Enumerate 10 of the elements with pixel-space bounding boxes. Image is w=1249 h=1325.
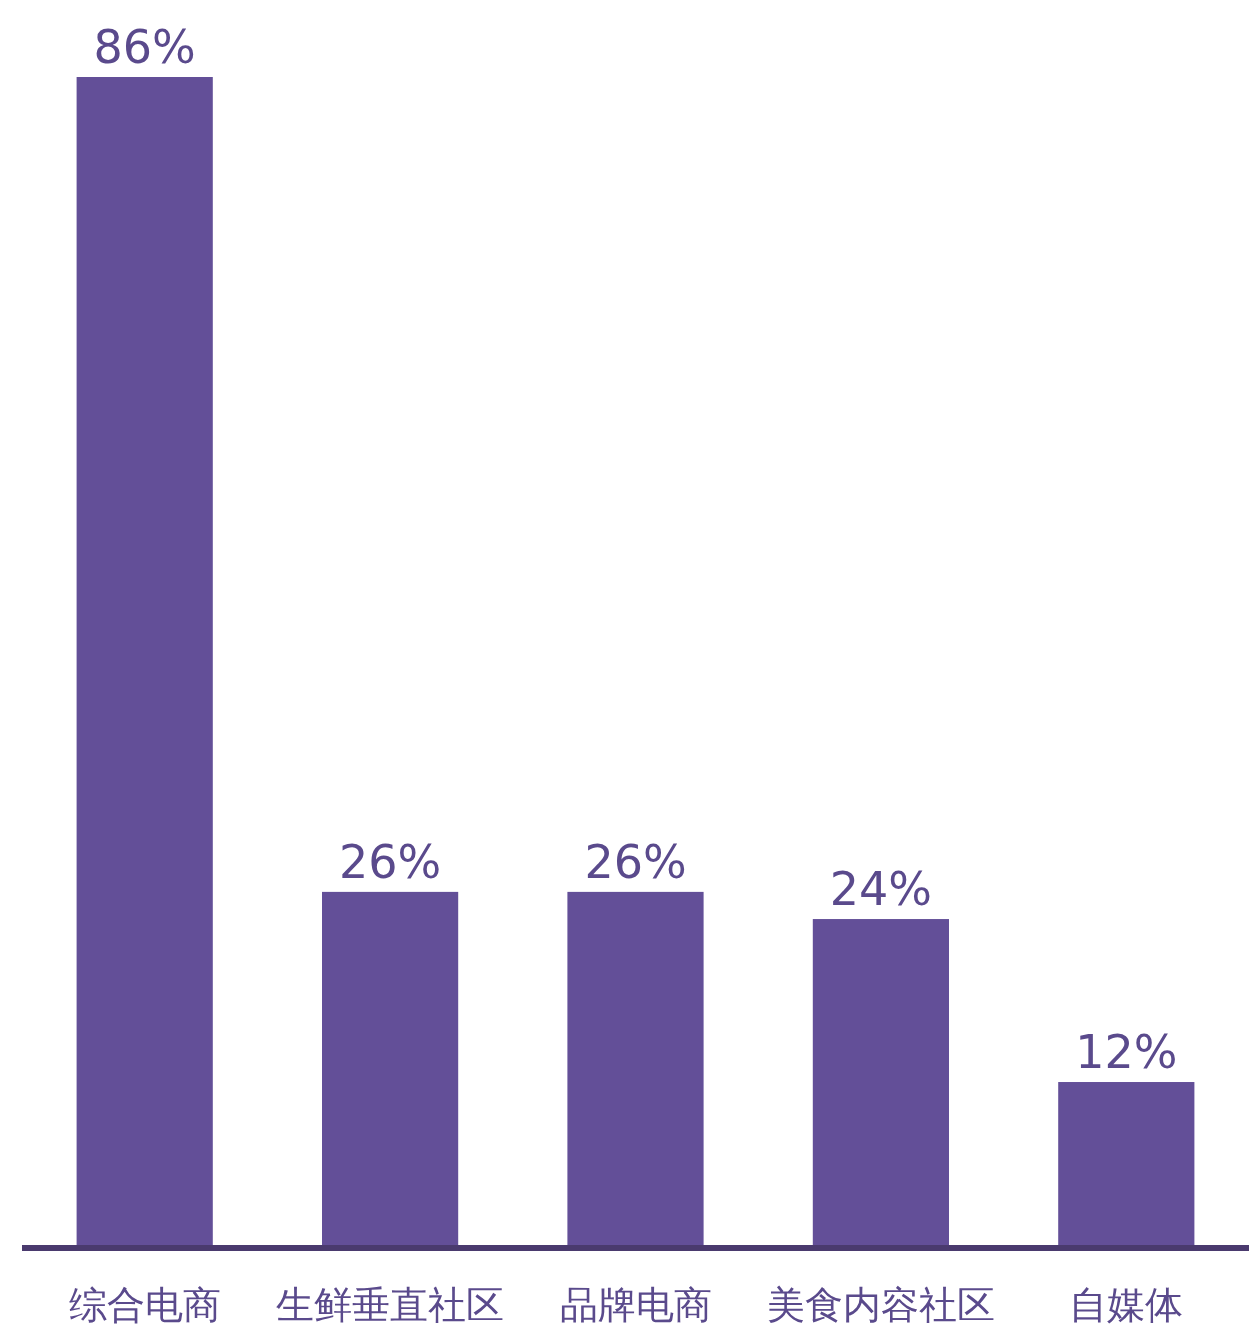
x-tick-label: 品牌电商 (559, 1283, 712, 1325)
x-tick-label: 美食内容社区 (766, 1283, 995, 1325)
data-label: 24% (829, 862, 933, 917)
data-label: 26% (584, 834, 687, 889)
x-tick-label: 综合电商 (68, 1283, 221, 1325)
data-label: 12% (1075, 1025, 1178, 1080)
x-tick-label: 生鲜垂直社区 (276, 1283, 505, 1325)
data-label: 86% (93, 20, 196, 74)
data-label: 26% (338, 834, 442, 889)
x-tick-label: 自媒体 (1069, 1283, 1184, 1325)
